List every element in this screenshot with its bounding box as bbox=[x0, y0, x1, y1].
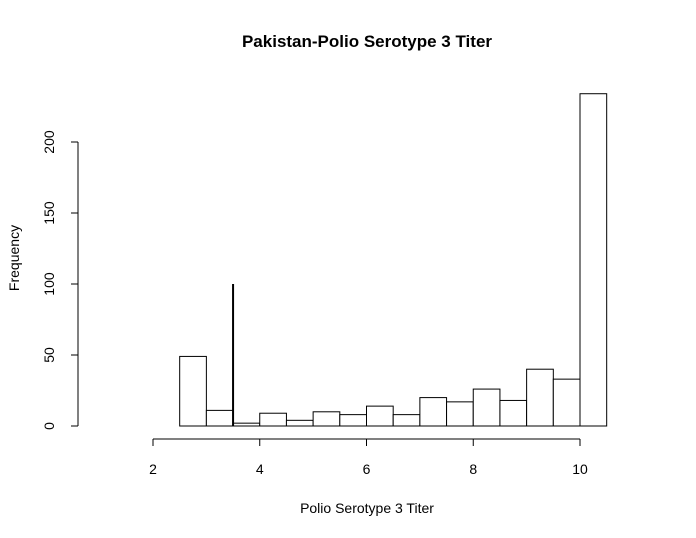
histogram-bar bbox=[366, 405, 394, 427]
histogram-bar bbox=[419, 397, 448, 427]
histogram-bar bbox=[312, 411, 341, 427]
histogram-bar bbox=[259, 412, 287, 427]
y-tick-label: 50 bbox=[41, 347, 57, 363]
bars-group bbox=[179, 93, 608, 427]
y-tick-label: 200 bbox=[41, 130, 57, 154]
histogram-bar bbox=[472, 388, 501, 427]
x-tick-label: 10 bbox=[572, 461, 588, 477]
y-tick-label: 100 bbox=[41, 272, 57, 296]
histogram-bar bbox=[285, 419, 314, 427]
x-tick-label: 6 bbox=[363, 461, 371, 477]
histogram-bar bbox=[205, 409, 234, 427]
y-tick-label: 150 bbox=[41, 201, 57, 225]
histogram-bar bbox=[579, 93, 608, 427]
x-axis: 2 4 6 8 10 bbox=[149, 438, 588, 477]
y-tick-label: 0 bbox=[41, 422, 57, 430]
y-axis-label: Frequency bbox=[6, 225, 22, 291]
histogram-bar bbox=[526, 368, 554, 427]
histogram-bar bbox=[339, 414, 367, 427]
x-axis-label: Polio Serotype 3 Titer bbox=[300, 500, 434, 516]
x-tick-label: 2 bbox=[149, 461, 157, 477]
histogram-bar bbox=[499, 399, 528, 427]
histogram-bar bbox=[392, 414, 421, 427]
chart-title: Pakistan-Polio Serotype 3 Titer bbox=[242, 32, 492, 51]
y-axis: 0 50 100 150 200 bbox=[41, 130, 79, 430]
x-tick-label: 8 bbox=[469, 461, 477, 477]
x-tick-label: 4 bbox=[256, 461, 264, 477]
histogram-bar bbox=[446, 401, 474, 427]
histogram-bar bbox=[179, 355, 207, 427]
histogram-bar bbox=[232, 422, 261, 427]
histogram-bar bbox=[552, 378, 581, 427]
